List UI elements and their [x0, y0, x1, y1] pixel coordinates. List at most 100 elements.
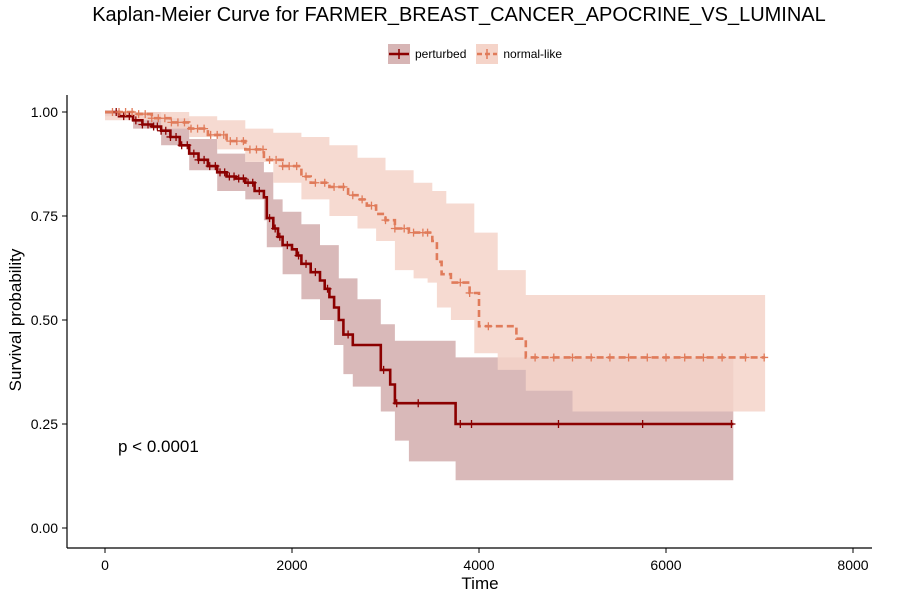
axes — [66, 95, 872, 549]
censor-mark-normal-like — [272, 155, 281, 164]
censor-mark-perturbed — [153, 122, 162, 131]
legend-item-perturbed: perturbed — [388, 44, 466, 64]
x-tick-label: 8000 — [837, 557, 868, 573]
x-tick-label: 0 — [101, 557, 109, 573]
censor-mark-perturbed — [379, 365, 388, 374]
censor-mark-normal-like — [680, 353, 689, 362]
censor-mark-normal-like — [662, 353, 670, 362]
censor-mark-normal-like — [643, 353, 652, 362]
chart-title: Kaplan-Meier Curve for FARMER_BREAST_CAN… — [92, 4, 826, 26]
censor-mark-normal-like — [128, 108, 137, 116]
censor-marks — [108, 108, 769, 428]
x-ticks: 0 2000 4000 6000 8000 — [101, 548, 869, 573]
censor-mark-perturbed — [131, 116, 140, 125]
censor-mark-perturbed — [271, 224, 280, 233]
y-tick-label: 0.75 — [31, 208, 58, 224]
censor-mark-normal-like — [465, 288, 474, 297]
censor-mark-normal-like — [587, 353, 596, 362]
censor-mark-normal-like — [423, 228, 432, 237]
censor-mark-normal-like — [741, 353, 750, 362]
censor-mark-perturbed — [638, 420, 647, 428]
censor-mark-normal-like — [409, 228, 418, 237]
censor-mark-normal-like — [160, 114, 169, 123]
censor-mark-normal-like — [760, 353, 769, 362]
censor-mark-perturbed — [211, 162, 220, 171]
censor-mark-normal-like — [400, 224, 409, 233]
censor-mark-perturbed — [456, 420, 465, 428]
censor-mark-perturbed — [283, 241, 292, 250]
censor-mark-perturbed — [727, 420, 736, 428]
censor-mark-perturbed — [275, 232, 284, 241]
censor-mark-normal-like — [367, 201, 376, 210]
censor-mark-perturbed — [230, 172, 239, 181]
censor-mark-normal-like — [549, 353, 558, 362]
y-tick-label: 0.25 — [31, 416, 58, 432]
censor-mark-normal-like — [239, 137, 248, 146]
censor-mark-normal-like — [339, 182, 348, 191]
x-tick-label: 2000 — [276, 557, 307, 573]
censor-mark-perturbed — [220, 168, 229, 177]
censor-mark-normal-like — [358, 195, 367, 204]
censor-mark-perturbed — [255, 187, 264, 196]
censor-mark-normal-like — [259, 145, 268, 154]
censor-mark-normal-like — [456, 278, 465, 287]
censor-mark-perturbed — [311, 268, 320, 277]
p-value-annotation: p < 0.0001 — [118, 437, 199, 456]
legend-label-perturbed: perturbed — [415, 47, 467, 61]
legend-item-normal-like: normal-like — [476, 44, 562, 64]
y-axis-title: Survival probability — [6, 248, 25, 391]
censor-mark-perturbed — [239, 174, 248, 183]
censor-mark-normal-like — [285, 162, 294, 171]
censor-mark-perturbed — [323, 284, 332, 293]
legend-label-normal-like: normal-like — [503, 47, 563, 61]
censor-mark-normal-like — [390, 224, 399, 233]
censor-mark-perturbed — [248, 178, 257, 187]
censor-mark-normal-like — [141, 110, 150, 119]
censor-mark-perturbed — [414, 399, 423, 408]
censor-mark-perturbed — [265, 214, 274, 223]
censor-mark-normal-like — [180, 118, 189, 127]
y-tick-label: 0.50 — [31, 312, 58, 328]
censor-mark-perturbed — [183, 141, 192, 150]
censor-mark-normal-like — [311, 178, 320, 187]
censor-mark-perturbed — [554, 420, 563, 428]
censor-mark-normal-like — [484, 322, 493, 331]
legend-key-perturbed — [388, 44, 410, 64]
censor-mark-perturbed — [467, 420, 476, 428]
censor-mark-perturbed — [125, 112, 134, 121]
y-tick-label: 0.00 — [31, 520, 58, 536]
x-axis-title: Time — [461, 574, 498, 593]
censor-mark-normal-like — [330, 182, 339, 191]
censor-mark-normal-like — [200, 124, 209, 133]
censor-mark-normal-like — [320, 178, 329, 187]
censor-mark-perturbed — [294, 251, 303, 260]
censor-mark-perturbed — [344, 330, 353, 339]
ci-bands — [105, 112, 766, 481]
censor-mark-perturbed — [302, 259, 311, 268]
censor-mark-normal-like — [292, 162, 301, 171]
censor-mark-normal-like — [348, 191, 357, 200]
legend: perturbed normal-like — [388, 44, 572, 64]
censor-mark-normal-like — [568, 353, 577, 362]
censor-mark-normal-like — [531, 353, 540, 362]
censor-mark-perturbed — [161, 126, 170, 135]
censor-mark-perturbed — [189, 149, 198, 158]
censor-mark-perturbed — [172, 132, 181, 141]
censor-mark-normal-like — [302, 172, 311, 181]
legend-key-normal-like — [476, 44, 499, 64]
censor-mark-perturbed — [200, 155, 209, 164]
censor-mark-perturbed — [144, 120, 153, 129]
censor-mark-normal-like — [699, 353, 708, 362]
censor-mark-perturbed — [392, 399, 401, 408]
censor-mark-normal-like — [624, 353, 633, 362]
censor-mark-normal-like — [605, 353, 614, 362]
censor-mark-normal-like — [381, 216, 390, 225]
ci-band-normal-like — [105, 112, 766, 422]
x-tick-label: 6000 — [650, 557, 681, 573]
censor-mark-normal-like — [718, 353, 727, 362]
y-ticks: 0.00 0.25 0.50 0.75 1.00 — [31, 104, 67, 536]
censor-mark-normal-like — [219, 130, 228, 139]
y-tick-label: 1.00 — [31, 104, 58, 120]
x-tick-label: 4000 — [463, 557, 494, 573]
